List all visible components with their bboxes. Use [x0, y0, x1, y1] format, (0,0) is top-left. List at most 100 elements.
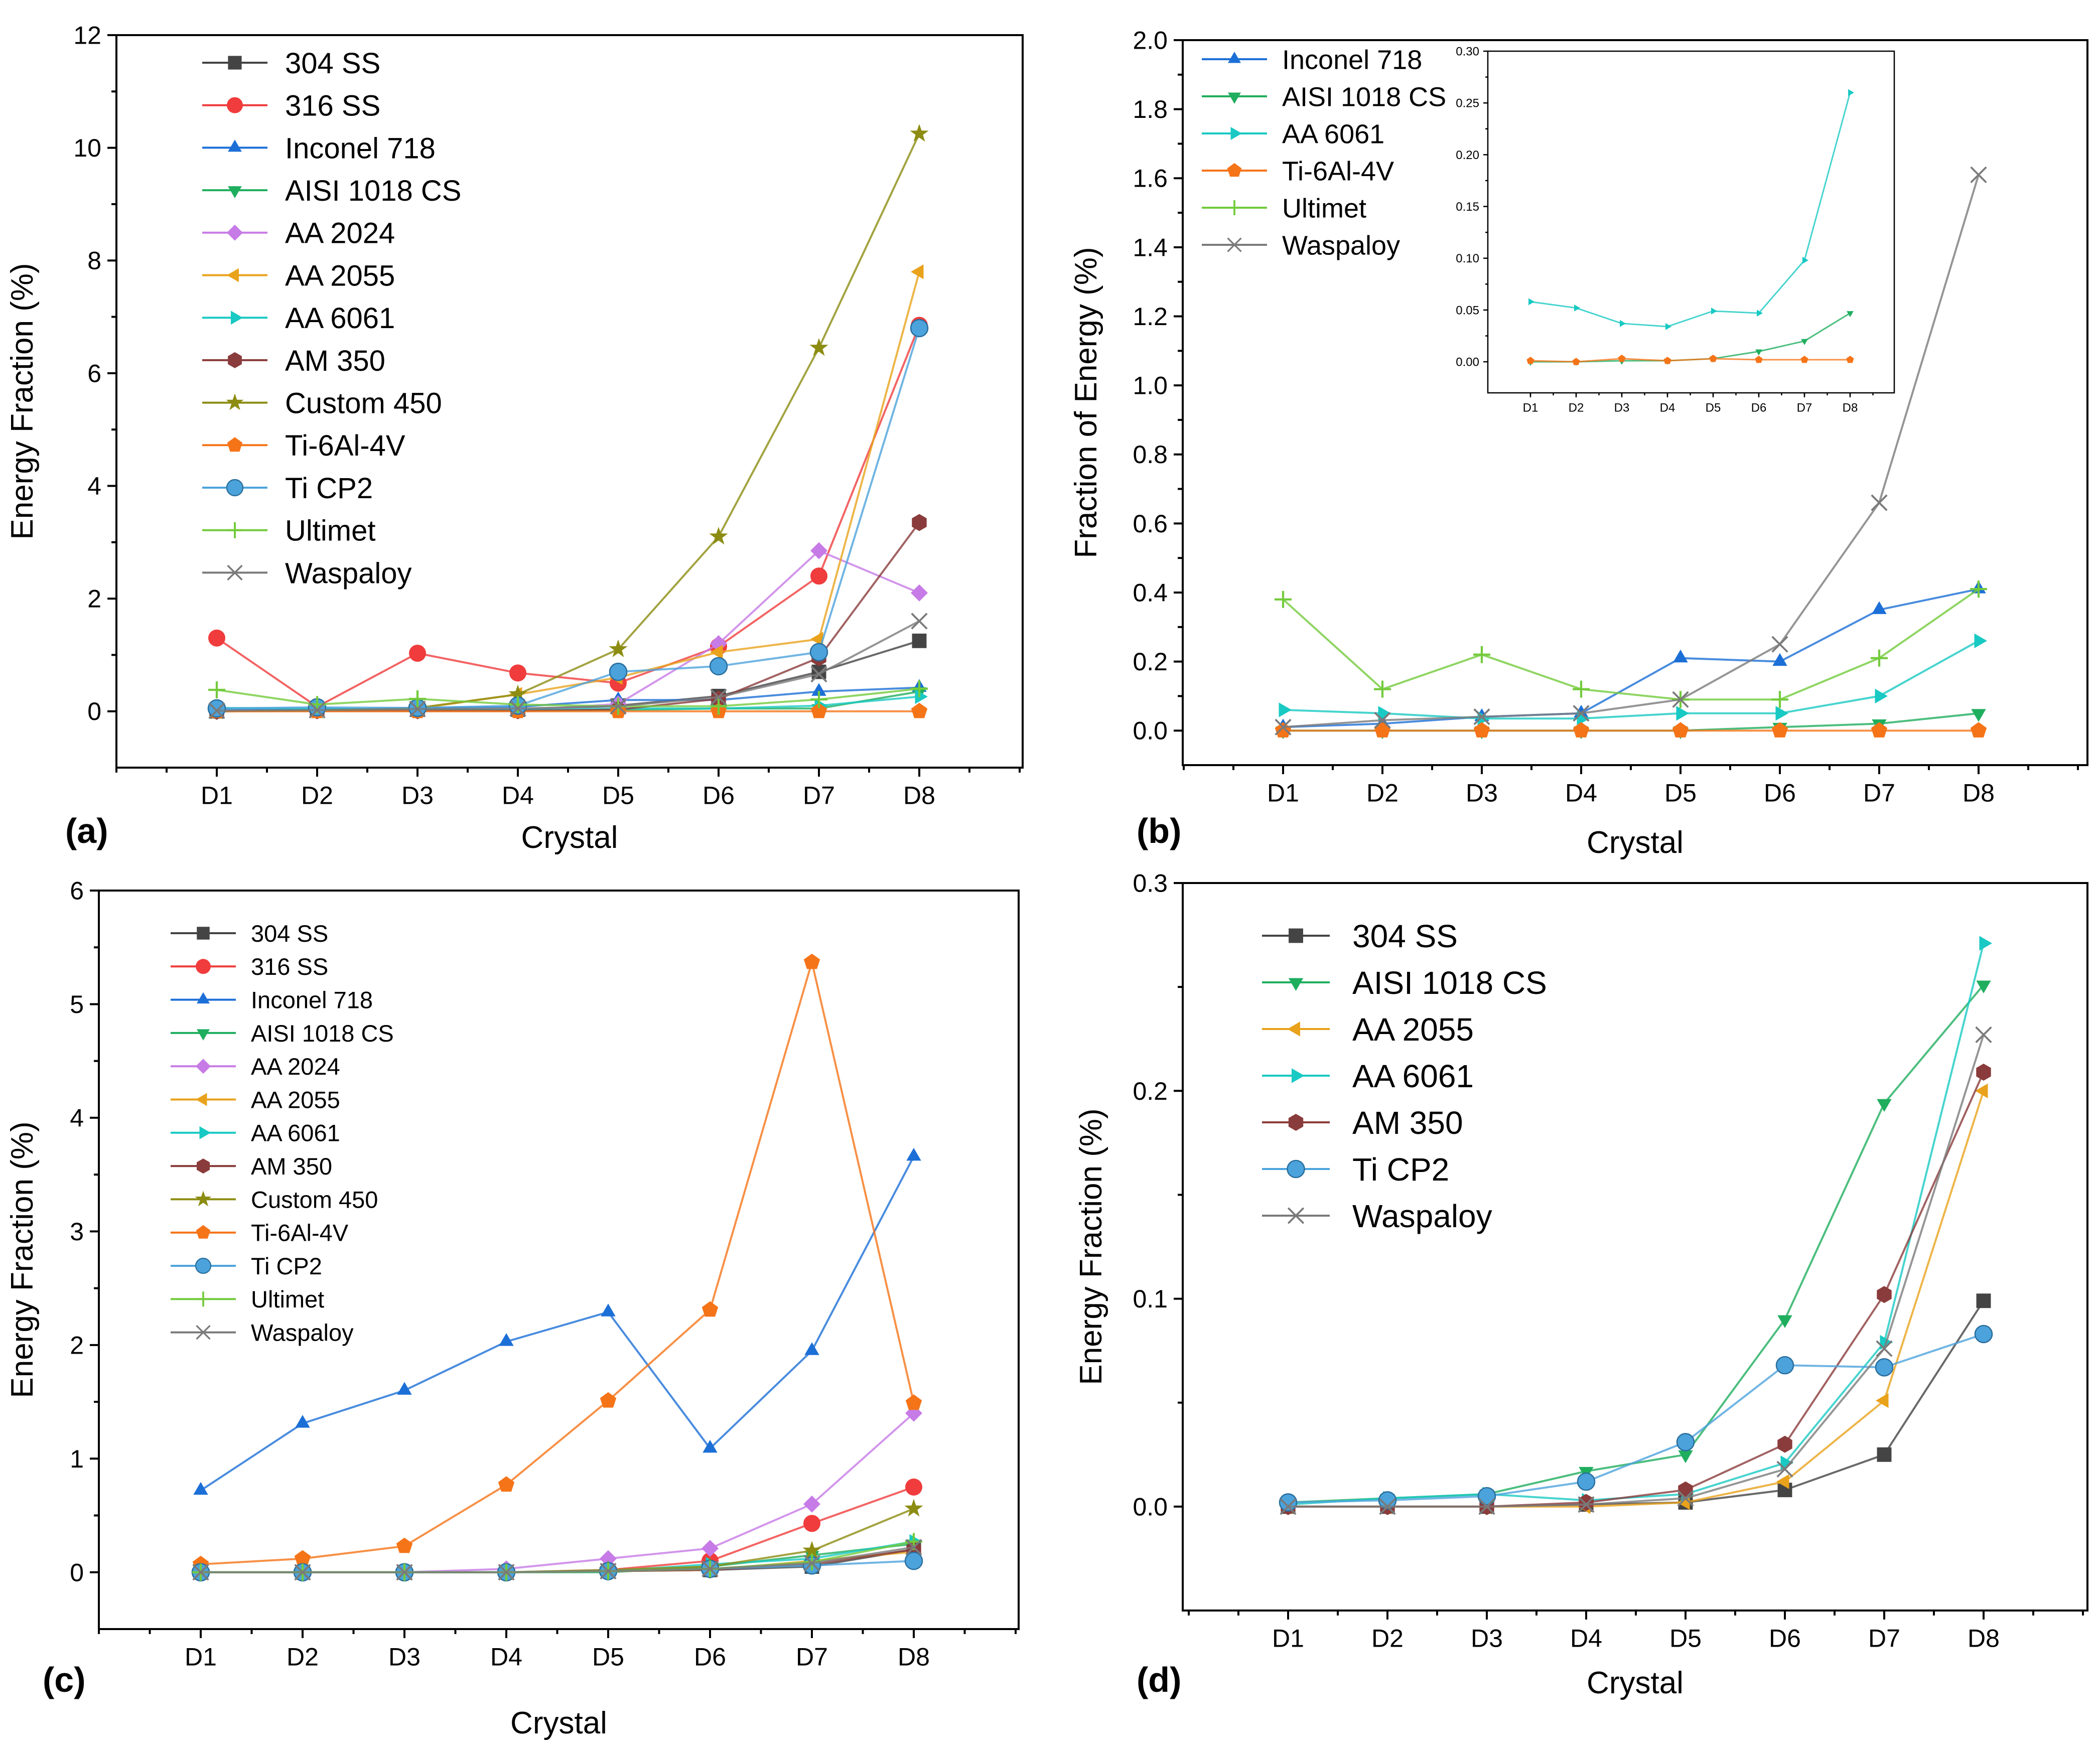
b-point-ultimet-d2 [1374, 680, 1391, 698]
a-y-tick-label: 6 [87, 359, 101, 387]
c-legend: 304 SS 316 SS Inconel 718 AISI 1018 CS AA 20… [171, 920, 394, 1346]
b-inset-y-tick-label: 0.00 [1456, 355, 1479, 369]
a-legend-marker-aa-2055 [227, 268, 239, 282]
c-legend-label-aa-6061: AA 6061 [251, 1120, 340, 1146]
panel-d-label: (d) [1137, 1660, 1181, 1699]
b-y-tick-label: 1.6 [1133, 165, 1168, 193]
c-legend-label-ti-cp2: Ti CP2 [251, 1253, 322, 1279]
d-legend-label-aa-6061: AA 6061 [1352, 1058, 1474, 1094]
b-point-ti-6al-4v-d5 [1672, 722, 1689, 738]
c-legend-label-inconel-718: Inconel 718 [251, 987, 373, 1013]
b-point-ultimet-d3 [1473, 646, 1490, 663]
a-x-tick-label-d2: D2 [301, 782, 333, 810]
d-x-tick-label-d6: D6 [1769, 1625, 1801, 1653]
a-legend-marker-am-350 [228, 352, 242, 368]
b-y-tick-label: 0.4 [1133, 578, 1168, 607]
c-point-aa-2024-d5 [600, 1550, 617, 1567]
b-inset-point-ti-6al-4v-d5 [1709, 354, 1717, 362]
b-inset-x-tick-label-d8: D8 [1843, 401, 1858, 414]
b-legend: Inconel 718 AISI 1018 CS AA 6061 Ti-6Al-4V U… [1202, 45, 1446, 260]
b-point-ti-6al-4v-d8 [1970, 722, 1987, 738]
panel-a-label: (a) [65, 811, 108, 850]
a-point-aa-2055-d8 [911, 264, 924, 279]
d-legend-marker-waspaloy [1287, 1207, 1305, 1224]
a-point-316-ss-d3 [409, 645, 426, 662]
d-point-waspaloy-d8 [1975, 1026, 1992, 1044]
a-series-waspaloy [208, 613, 928, 719]
a-point-ti-cp2-d5 [609, 662, 628, 681]
a-y-axis-label: Energy Fraction (%) [5, 263, 40, 539]
d-line-waspaloy [1288, 1034, 1985, 1508]
b-legend-marker-ti-6al-4v [1227, 163, 1242, 177]
c-point-custom-450-d8 [904, 1499, 923, 1517]
a-y-tick-label: 4 [87, 472, 101, 500]
c-legend-marker-304-ss [197, 927, 210, 940]
a-line-ti-cp2 [216, 328, 920, 710]
a-point-custom-450-d8 [910, 124, 929, 142]
a-line-316-ss [216, 325, 920, 708]
a-legend-marker-aa-6061 [231, 311, 243, 325]
b-point-waspaloy-d3 [1473, 708, 1490, 725]
a-point-custom-450-d7 [809, 338, 828, 356]
d-point-aa-6061-d8 [1979, 936, 1992, 951]
c-point-waspaloy-d4 [498, 1564, 515, 1581]
b-x-tick-label-d6: D6 [1764, 779, 1796, 807]
a-legend-marker-custom-450 [226, 393, 244, 410]
c-point-aa-2024-d6 [702, 1540, 719, 1557]
b-point-ti-6al-4v-d7 [1871, 722, 1888, 738]
b-x-tick-label-d5: D5 [1664, 779, 1697, 807]
panel-b-inset-chart: 0.00 0.05 0.10 0.15 0.20 0.25 0.30 D1 D2 D3 D4 D5 D6… [1456, 45, 1895, 414]
c-point-waspaloy-d8 [905, 1539, 922, 1556]
a-line-ultimet [216, 687, 920, 707]
d-point-ti-cp2-d1 [1279, 1493, 1298, 1512]
a-legend-label-inconel-718: Inconel 718 [285, 132, 436, 165]
d-point-aisi-1018-cs-d6 [1777, 1315, 1792, 1328]
b-x-axis-label: Crystal [1587, 825, 1684, 860]
a-y-tick-label: 8 [87, 247, 101, 275]
b-point-aa-6061-d7 [1875, 688, 1888, 704]
b-x-tick-label-d8: D8 [1963, 779, 1995, 807]
b-legend-marker-inconel-718 [1228, 52, 1241, 63]
c-point-inconel-718-d7 [804, 1342, 819, 1355]
b-inset-point-ti-6al-4v-d7 [1800, 356, 1808, 363]
panel-b-chart: 0.0 0.2 0.4 0.6 0.8 1.0 1.2 1.4 1.6 1.8 2.0 D1 D2 D3 D… [1069, 27, 2088, 860]
a-legend-label-ultimet: Ultimet [285, 515, 375, 547]
d-point-waspaloy-d1 [1280, 1498, 1297, 1515]
b-inset-series-aa-6061 [1528, 89, 1854, 330]
d-point-304-ss-d7 [1877, 1447, 1892, 1462]
d-point-ti-cp2-d2 [1378, 1491, 1397, 1510]
a-point-ti-cp2-d1 [207, 699, 226, 718]
a-point-ultimet-d6 [710, 697, 727, 715]
c-legend-marker-ti-cp2 [195, 1257, 212, 1274]
b-inset-point-aa-6061-d1 [1528, 298, 1534, 306]
a-point-ti-cp2-d7 [809, 643, 828, 662]
d-point-ti-cp2-d7 [1875, 1358, 1894, 1377]
a-x-tick-label-d8: D8 [903, 782, 935, 810]
c-point-waspaloy-d2 [294, 1564, 311, 1581]
d-point-waspaloy-d5 [1677, 1490, 1694, 1507]
a-point-waspaloy-d5 [610, 697, 627, 715]
d-point-aa-2055-d6 [1776, 1474, 1789, 1489]
a-point-ti-cp2-d6 [709, 657, 728, 676]
d-legend: 304 SS AISI 1018 CS AA 2055 AA 6061 AM 350 Ti… [1262, 918, 1547, 1234]
b-line-aa-6061 [1283, 640, 1979, 720]
b-y-tick-label: 0.6 [1133, 510, 1168, 538]
b-inset-point-aisi-1018-cs-d6 [1755, 349, 1762, 356]
a-x-axis-label: Crystal [521, 820, 618, 855]
d-point-waspaloy-d4 [1578, 1496, 1595, 1513]
b-inset-point-ti-6al-4v-d8 [1846, 356, 1854, 363]
b-legend-label-waspaloy: Waspaloy [1282, 230, 1400, 260]
d-y-tick-label: 0.1 [1133, 1285, 1168, 1313]
c-line-waspaloy [201, 1546, 914, 1573]
a-point-custom-450-d5 [609, 639, 628, 657]
c-point-ti-cp2-d8 [904, 1551, 923, 1570]
c-y-tick-label: 1 [70, 1445, 84, 1473]
b-inset-point-aa-6061-d2 [1574, 304, 1580, 312]
b-inset-series-ti-6al-4v [1526, 354, 1854, 365]
b-point-aa-6061-d5 [1676, 706, 1689, 721]
panel-a-chart: 0 2 4 6 8 10 12 D1 D2 D3 D4 D5 D6 D7 D8 Crystal Energy F… [5, 22, 1024, 855]
a-point-waspaloy-d1 [208, 702, 225, 719]
d-legend-marker-aa-2055 [1287, 1021, 1300, 1037]
a-point-316-ss-d4 [509, 664, 526, 682]
a-point-ultimet-d1 [208, 681, 225, 699]
